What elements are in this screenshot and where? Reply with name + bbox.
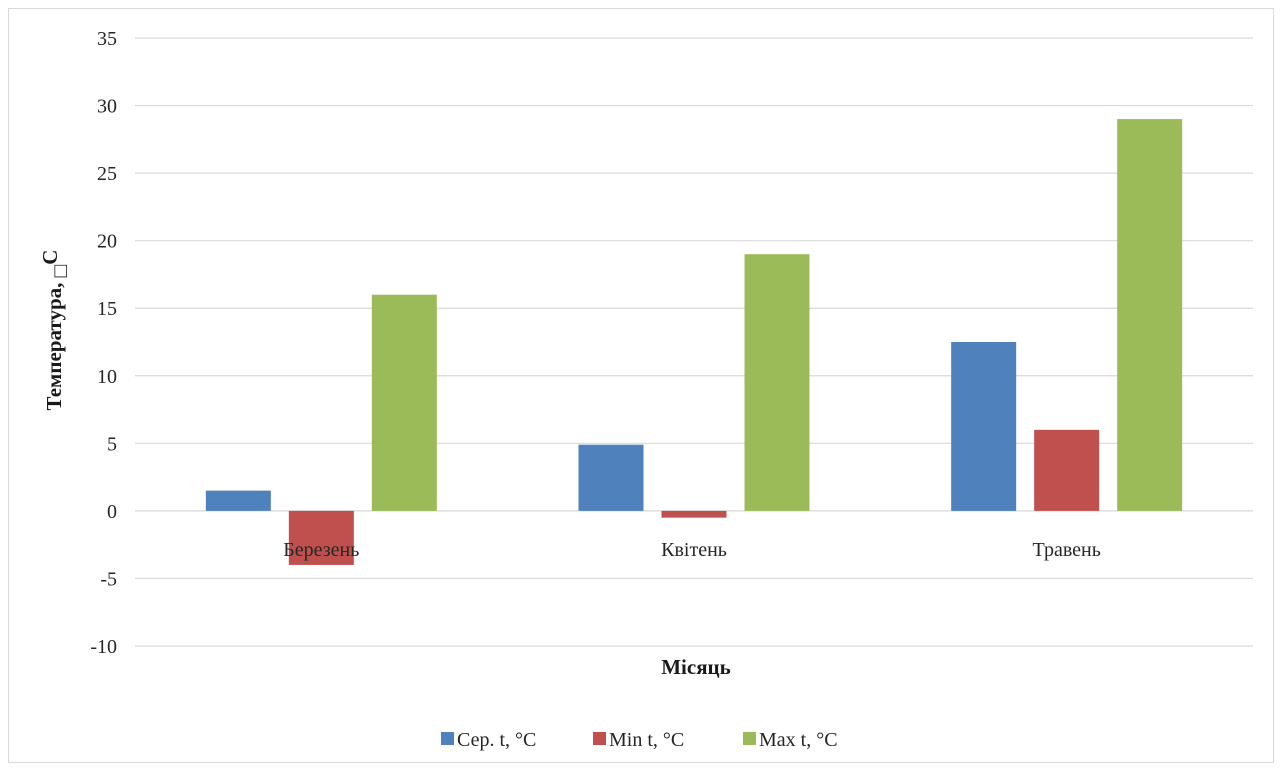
- y-axis-title-symbol: □: [48, 264, 72, 277]
- y-tick-label: 15: [97, 298, 117, 320]
- y-tick-label: 30: [97, 96, 117, 118]
- legend: Сер. t, °C Min t, °C Max t, °C: [441, 729, 838, 751]
- y-tick-label: 20: [97, 231, 117, 253]
- bar: [288, 510, 354, 565]
- y-axis-title-text: Температура,: [42, 277, 66, 410]
- legend-swatch: [593, 732, 606, 745]
- y-tick-label: 0: [107, 501, 117, 523]
- legend-label: Min t, °C: [609, 729, 684, 751]
- bar: [205, 490, 271, 511]
- x-axis-title: Місяць: [661, 655, 731, 679]
- legend-label: Сер. t, °C: [457, 729, 536, 751]
- legend-swatch: [743, 732, 756, 745]
- svg-text:Температура, □C: Температура, □C: [38, 250, 72, 411]
- legend-label: Max t, °C: [759, 729, 838, 751]
- bar: [371, 294, 437, 511]
- bar: [1117, 119, 1183, 511]
- x-axis-categories: Березень Квітень Травень: [283, 539, 1101, 561]
- x-category-label: Березень: [283, 539, 359, 561]
- y-axis-title-unit: C: [38, 250, 62, 265]
- x-category-label: Квітень: [661, 539, 727, 561]
- y-tick-label: 10: [97, 366, 117, 388]
- y-tick-label: 35: [97, 28, 117, 50]
- legend-swatch: [441, 732, 454, 745]
- bar: [744, 254, 810, 511]
- y-axis-title: Температура, □C: [38, 250, 72, 411]
- y-tick-label: -5: [100, 568, 117, 590]
- bars: [205, 119, 1183, 565]
- y-axis-ticks: 35 30 25 20 15 10 5 0 -5 -10: [90, 28, 117, 658]
- chart-frame: [8, 8, 1274, 763]
- bar: [951, 342, 1017, 511]
- x-category-label: Травень: [1032, 539, 1100, 561]
- bar: [661, 510, 727, 518]
- y-tick-label: 5: [107, 433, 117, 455]
- bar: [578, 444, 644, 511]
- y-tick-label: -10: [90, 636, 117, 658]
- bar: [1034, 429, 1100, 511]
- y-tick-label: 25: [97, 163, 117, 185]
